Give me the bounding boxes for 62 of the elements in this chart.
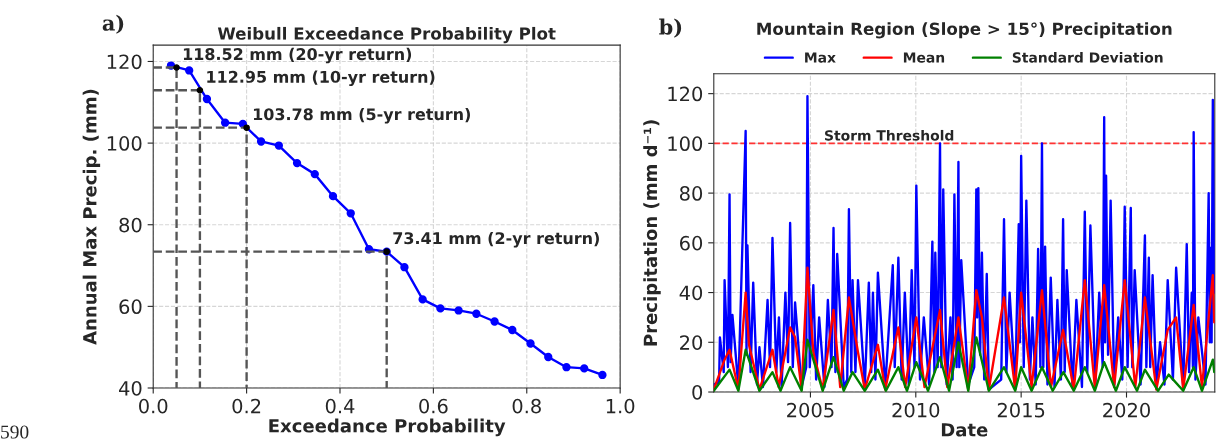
y-tick-label: 40 bbox=[679, 285, 703, 301]
legend-label: Max bbox=[805, 52, 836, 63]
point bbox=[400, 263, 409, 272]
x-tick-label: 0.2 bbox=[232, 398, 261, 414]
y-tick-label: 40 bbox=[119, 380, 142, 396]
chart-title: Mountain Region (Slope > 15°) Precipitation bbox=[757, 22, 1172, 39]
annotation: 73.41 mm (2-yr return) bbox=[393, 231, 599, 248]
x-tick-label: 2020 bbox=[1103, 402, 1150, 418]
x-tick-label: 1.0 bbox=[606, 398, 635, 414]
point bbox=[256, 137, 266, 146]
annotation: 112.95 mm (10-yr return) bbox=[207, 70, 435, 87]
point bbox=[508, 325, 517, 335]
x-axis-title: Date bbox=[941, 423, 988, 437]
x-tick-label: 2005 bbox=[787, 402, 834, 418]
chart-title: Weibull Exceedance Probability Plot bbox=[217, 26, 556, 44]
x-tick-label: 0.8 bbox=[512, 398, 541, 414]
point bbox=[472, 309, 481, 318]
point bbox=[196, 86, 204, 94]
point bbox=[436, 304, 445, 313]
annotation: 103.78 mm (5-yr return) bbox=[253, 107, 470, 124]
point bbox=[418, 295, 427, 304]
point bbox=[544, 352, 553, 362]
point bbox=[220, 118, 230, 127]
x-tick-label: 2015 bbox=[997, 402, 1045, 418]
point bbox=[173, 64, 180, 71]
x-tick-label: 0.4 bbox=[325, 398, 355, 414]
y-axis-title: Annual Max Precip. (mm) bbox=[82, 89, 101, 345]
text: a) bbox=[102, 14, 124, 34]
x-tick-label: 0.6 bbox=[419, 398, 448, 414]
point bbox=[562, 363, 571, 372]
point bbox=[490, 317, 499, 326]
y-tick-label: 100 bbox=[668, 136, 703, 152]
y-tick-label: 120 bbox=[107, 54, 142, 70]
point bbox=[346, 209, 355, 218]
legend-label: Standard Deviation bbox=[1012, 51, 1163, 63]
y-tick-label: 100 bbox=[107, 136, 142, 151]
y-tick-label: 80 bbox=[119, 217, 142, 233]
point bbox=[328, 192, 338, 201]
point bbox=[202, 94, 212, 104]
text: 590 bbox=[1, 425, 29, 439]
point bbox=[185, 66, 194, 75]
x-tick-label: 0.0 bbox=[139, 398, 168, 414]
point bbox=[274, 141, 283, 150]
x-tick-label: 2010 bbox=[892, 402, 940, 418]
point bbox=[598, 370, 607, 380]
text: b) bbox=[659, 18, 682, 38]
x-axis-title: Exceedance Probability bbox=[269, 418, 506, 437]
point bbox=[310, 169, 319, 179]
legend-label: Mean bbox=[903, 52, 945, 63]
y-tick-label: 120 bbox=[668, 86, 703, 102]
ref-line-label: Storm Threshold bbox=[825, 129, 954, 141]
y-tick-label: 20 bbox=[680, 335, 703, 350]
point bbox=[454, 306, 463, 315]
y-tick-label: 60 bbox=[119, 299, 142, 315]
y-tick-label: 80 bbox=[679, 186, 703, 201]
point bbox=[580, 364, 589, 373]
annotation: 118.52 mm (20-yr return) bbox=[183, 47, 412, 64]
y-axis-title: Precipitation (mm d⁻¹) bbox=[643, 120, 661, 346]
y-tick-label: 60 bbox=[679, 235, 703, 251]
point bbox=[292, 158, 302, 168]
y-tick-label: 0 bbox=[692, 384, 703, 400]
point bbox=[243, 124, 250, 131]
